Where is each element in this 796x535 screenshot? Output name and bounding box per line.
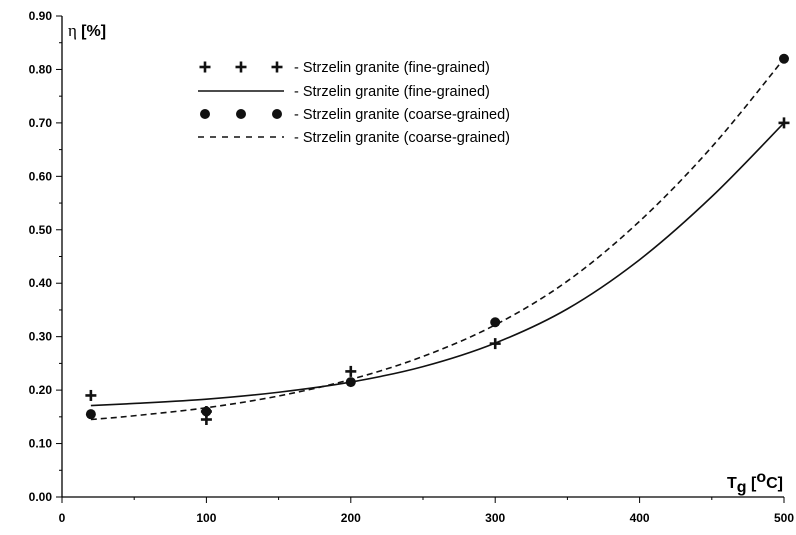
x-axis-unit-close: C]: [766, 475, 783, 492]
x-tick-label: 100: [196, 511, 216, 525]
legend-circle-marker: [200, 109, 210, 119]
legend-circle-marker: [272, 109, 282, 119]
legend-label: - Strzelin granite (fine-grained): [294, 84, 490, 100]
legend-entry: - Strzelin granite (fine-grained): [199, 60, 490, 76]
y-tick-label: 0.90: [29, 9, 53, 23]
y-axis-symbol: η: [68, 21, 81, 40]
coarse-grained-data-point: [345, 377, 356, 388]
y-tick-label: 0.60: [29, 169, 53, 183]
x-axis-title: Tg [oC]: [727, 469, 783, 496]
legend-entry: - Strzelin granite (fine-grained): [198, 84, 490, 100]
legend-circle-marker: [236, 109, 246, 119]
series-layer: [85, 53, 790, 426]
y-tick-label: 0.50: [29, 223, 53, 237]
x-tick-label: 0: [59, 511, 66, 525]
x-axis-symbol: T: [727, 475, 737, 492]
legend-plus-marker: [271, 61, 283, 73]
fine-grained-data-point: [85, 389, 97, 401]
y-tick-label: 0.10: [29, 437, 53, 451]
legend-plus-marker: [199, 61, 211, 73]
coarse-grained-fit-line: [90, 58, 785, 421]
x-axis-unit-open: [: [747, 475, 757, 492]
coarse-grained-data-point: [779, 53, 789, 64]
legend-entry: - Strzelin granite (coarse-grained): [200, 107, 510, 123]
legend-label: - Strzelin granite (fine-grained): [294, 60, 490, 76]
axes: 0.00 0.10 0.20 0.30 0.40 0.50 0.60 0.70 0.80 0.90…: [29, 9, 795, 525]
fine-grained-data-point: [489, 338, 501, 350]
y-axis-unit: [%]: [81, 23, 106, 40]
y-tick-label: 0.80: [29, 62, 53, 76]
legend-label: - Strzelin granite (coarse-grained): [294, 130, 510, 146]
legend: - Strzelin granite (fine-grained) - Strze…: [198, 60, 510, 146]
axis-titles: η [%] Tg [oC]: [68, 21, 783, 496]
x-axis-degree: o: [756, 469, 766, 486]
legend-label: - Strzelin granite (coarse-grained): [294, 107, 510, 123]
coarse-grained-data-point: [85, 409, 96, 420]
y-axis-title: η [%]: [68, 21, 106, 40]
y-tick-label: 0.40: [29, 276, 53, 290]
x-tick-label: 500: [774, 511, 794, 525]
legend-plus-marker: [235, 61, 247, 73]
coarse-grained-data-point: [201, 406, 212, 417]
y-tick-label: 0.00: [29, 490, 53, 504]
coarse-grained-data-point: [490, 317, 501, 328]
legend-entry: - Strzelin granite (coarse-grained): [198, 130, 510, 146]
fine-grained-fit-line: [90, 122, 785, 407]
x-tick-label: 400: [630, 511, 650, 525]
x-axis-subscript: g: [737, 479, 747, 496]
fine-grained-data-point: [778, 117, 790, 129]
y-tick-label: 0.20: [29, 383, 53, 397]
fine-grained-data-point: [345, 365, 357, 377]
x-tick-label: 200: [341, 511, 361, 525]
y-tick-label: 0.30: [29, 330, 53, 344]
x-tick-label: 300: [485, 511, 505, 525]
y-tick-label: 0.70: [29, 116, 53, 130]
